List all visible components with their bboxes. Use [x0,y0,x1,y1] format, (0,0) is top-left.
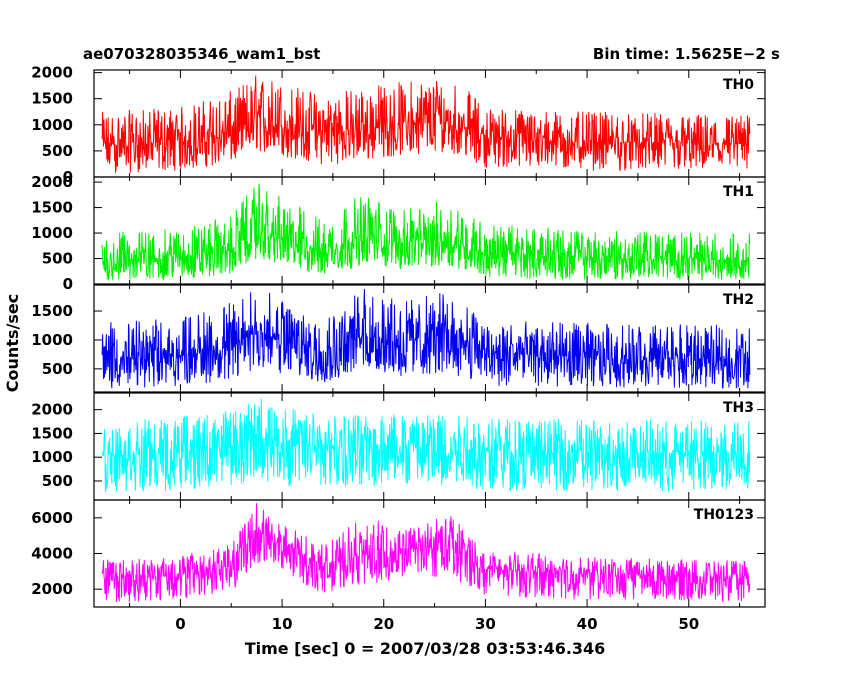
bin-time-label: Bin time: 1.5625E−2 s [593,45,780,63]
panel-name-label: TH2 [723,292,754,308]
y-tick-label: 1500 [31,302,73,320]
panel-frame [93,284,766,393]
y-tick-label: 0 [63,168,73,186]
y-tick-label: 1500 [31,90,73,108]
panel-th2: 500 1000 1500 TH2 [31,284,766,393]
y-tick-label: 6000 [31,509,73,527]
y-tick-label: 500 [42,250,73,268]
y-tick-label: 1500 [31,199,73,217]
panel-th1: 0 500 1000 1500 2000 TH1 [31,173,766,293]
series-trace-th0 [101,75,751,173]
y-tick-label: 4000 [31,545,73,563]
y-tick-label: 1500 [31,424,73,442]
x-tick-label: 10 [272,615,293,633]
panel-th0123: 2000 4000 6000 TH0123 [31,499,766,608]
series-trace-th0123 [101,503,751,603]
y-tick-label: 1000 [31,448,73,466]
y-tick-label: 500 [42,142,73,160]
x-tick-label: 20 [373,615,394,633]
panel-name-label: TH0 [723,77,754,93]
panels-group: 0 500 1000 1500 2000 TH0 0 500 1000 1500 2000 TH1 50… [31,64,766,608]
y-tick-label: 500 [42,360,73,378]
x-tick-label: 50 [678,615,699,633]
panel-frame [93,176,766,285]
x-tick-label: 30 [475,615,496,633]
x-tick-label: 40 [577,615,598,633]
panel-name-label: TH0123 [694,507,754,523]
panel-name-label: TH1 [723,184,754,200]
y-tick-label: 2000 [31,64,73,82]
panel-name-label: TH3 [723,400,754,416]
y-tick-label: 1000 [31,331,73,349]
x-axis: 0 10 20 30 40 50 [175,615,699,633]
x-axis-label: Time [sec] 0 = 2007/03/28 03:53:46.346 [245,639,606,658]
y-tick-label: 1000 [31,116,73,134]
y-tick-label: 2000 [31,173,73,191]
y-axis-label: Counts/sec [3,294,22,392]
y-tick-label: 500 [42,472,73,490]
y-tick-label: 2000 [31,401,73,419]
series-trace-th3 [101,398,751,493]
x-tick-label: 0 [175,615,185,633]
panel-th3: 500 1000 1500 2000 TH3 [31,392,766,501]
y-tick-label: 2000 [31,580,73,598]
y-tick-label: 1000 [31,224,73,242]
y-tick-label: 0 [63,275,73,293]
panel-th0: 0 500 1000 1500 2000 TH0 [31,64,766,186]
series-trace-th1 [101,183,751,281]
chart-title: ae070328035346_wam1_bst [83,45,320,63]
series-trace-th2 [101,288,751,389]
